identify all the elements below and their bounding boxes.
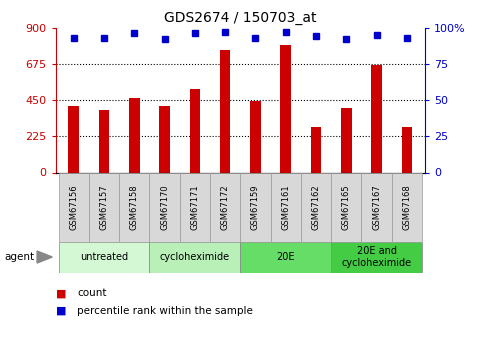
Text: GSM67171: GSM67171 — [190, 184, 199, 230]
Text: GSM67167: GSM67167 — [372, 184, 381, 230]
Text: cycloheximide: cycloheximide — [160, 252, 230, 262]
FancyBboxPatch shape — [361, 172, 392, 242]
Bar — [341, 108, 352, 172]
Text: count: count — [77, 288, 107, 298]
Text: GSM67156: GSM67156 — [69, 184, 78, 230]
FancyBboxPatch shape — [241, 172, 270, 242]
FancyBboxPatch shape — [210, 172, 241, 242]
Text: GSM67168: GSM67168 — [402, 184, 412, 230]
FancyBboxPatch shape — [180, 172, 210, 242]
FancyBboxPatch shape — [149, 172, 180, 242]
Text: GSM67172: GSM67172 — [221, 184, 229, 230]
FancyBboxPatch shape — [119, 172, 149, 242]
Text: GSM67157: GSM67157 — [99, 184, 109, 230]
FancyBboxPatch shape — [241, 241, 331, 273]
Text: 20E: 20E — [276, 252, 295, 262]
Text: GSM67170: GSM67170 — [160, 184, 169, 230]
Text: GSM67159: GSM67159 — [251, 184, 260, 230]
Text: percentile rank within the sample: percentile rank within the sample — [77, 306, 253, 315]
Text: 20E and
cycloheximide: 20E and cycloheximide — [341, 246, 412, 268]
Bar — [220, 50, 230, 172]
Bar — [129, 98, 140, 172]
Text: agent: agent — [5, 252, 35, 262]
FancyBboxPatch shape — [58, 172, 89, 242]
Bar — [69, 107, 79, 172]
FancyBboxPatch shape — [58, 241, 149, 273]
Text: ■: ■ — [56, 306, 66, 315]
Text: GSM67165: GSM67165 — [342, 184, 351, 230]
Text: untreated: untreated — [80, 252, 128, 262]
Bar — [250, 101, 261, 172]
Text: ■: ■ — [56, 288, 66, 298]
FancyBboxPatch shape — [331, 241, 422, 273]
Polygon shape — [37, 251, 52, 263]
Text: GSM67158: GSM67158 — [130, 184, 139, 230]
FancyBboxPatch shape — [301, 172, 331, 242]
Bar — [401, 127, 412, 172]
Title: GDS2674 / 150703_at: GDS2674 / 150703_at — [164, 11, 316, 25]
Text: GSM67161: GSM67161 — [281, 184, 290, 230]
Text: GSM67162: GSM67162 — [312, 184, 321, 230]
Bar — [311, 127, 321, 172]
Bar — [159, 107, 170, 172]
FancyBboxPatch shape — [392, 172, 422, 242]
FancyBboxPatch shape — [270, 172, 301, 242]
Bar — [281, 45, 291, 172]
FancyBboxPatch shape — [149, 241, 241, 273]
Bar — [99, 110, 109, 172]
Bar — [189, 89, 200, 172]
FancyBboxPatch shape — [89, 172, 119, 242]
FancyBboxPatch shape — [331, 172, 361, 242]
Bar — [371, 65, 382, 172]
